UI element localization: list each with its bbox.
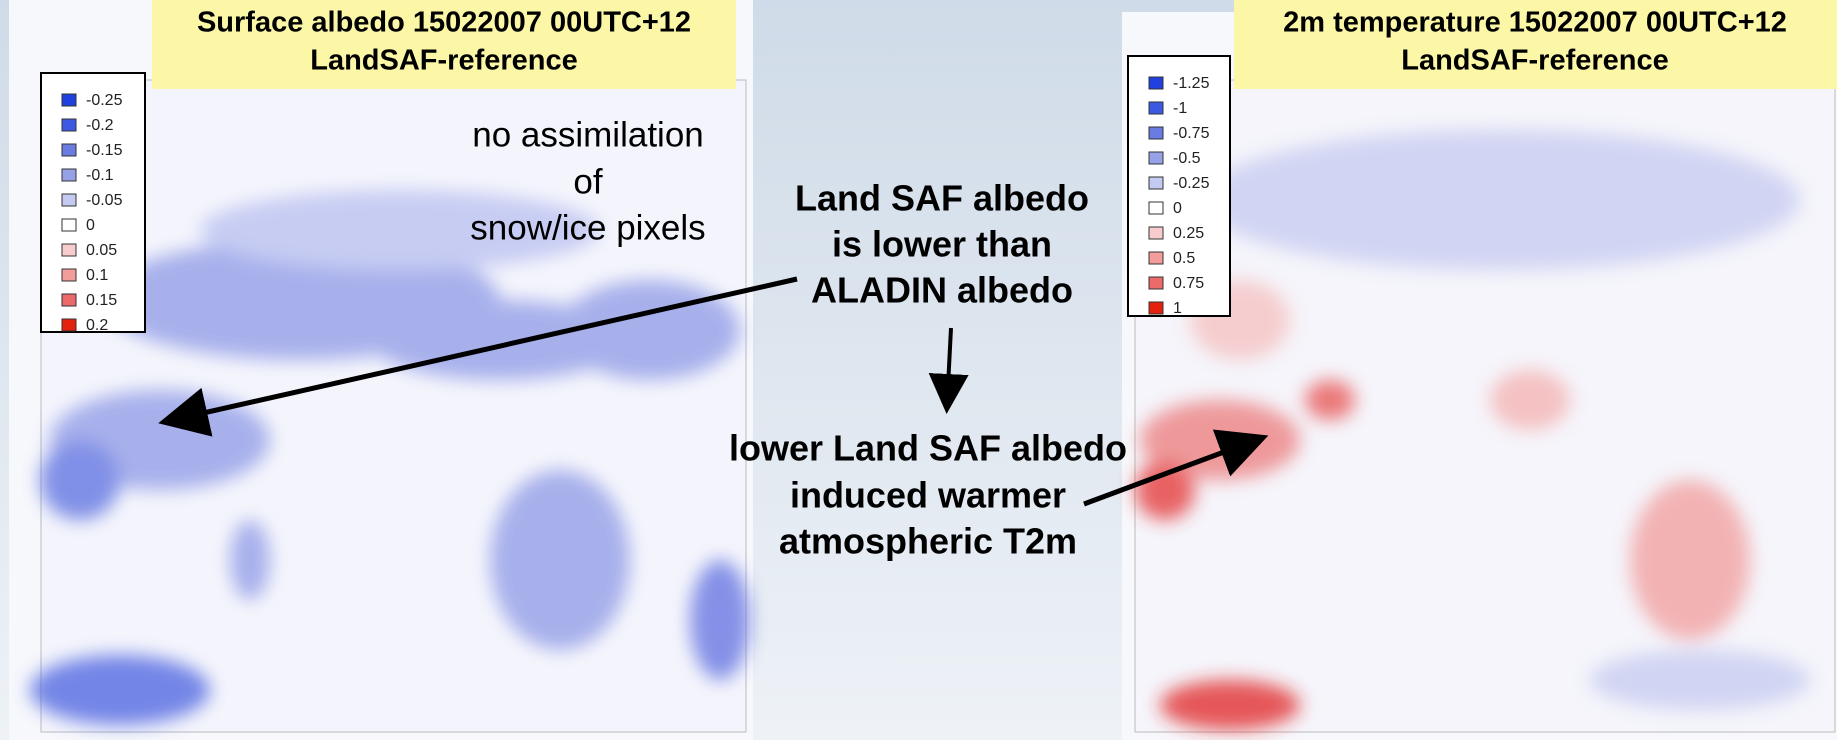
note: of bbox=[573, 162, 602, 201]
legend-swatch bbox=[62, 94, 76, 106]
legend-label: -0.5 bbox=[1173, 150, 1201, 167]
legend-swatch bbox=[1149, 227, 1163, 239]
legend-label: 0 bbox=[86, 217, 95, 234]
legend-label: 0.15 bbox=[86, 292, 117, 309]
annotation: Land SAF albedo bbox=[795, 178, 1089, 219]
legend-swatch bbox=[1149, 277, 1163, 289]
legend-label: -0.25 bbox=[86, 92, 123, 109]
legend-swatch bbox=[1149, 177, 1163, 189]
note: no assimilation bbox=[472, 115, 704, 154]
page: {"left_panel": {"title": ["Surface albed… bbox=[0, 0, 1837, 740]
legend-swatch bbox=[1149, 152, 1163, 164]
legend-label: -0.2 bbox=[86, 117, 114, 134]
left-title: Surface albedo 15022007 00UTC+12 bbox=[197, 7, 691, 39]
body: Surface albedo 15022007 00UTC+12 LandSAF… bbox=[0, 0, 1837, 740]
annotation: is lower than bbox=[832, 224, 1052, 265]
slide: Surface albedo 15022007 00UTC+12 LandSAF… bbox=[0, 0, 1837, 740]
annotation: atmospheric T2m bbox=[779, 521, 1077, 562]
legend-label: 0.2 bbox=[86, 317, 108, 334]
legend-swatch bbox=[1149, 302, 1163, 314]
legend-label: 1 bbox=[1173, 300, 1182, 317]
legend-swatch bbox=[62, 194, 76, 206]
annotation: induced warmer bbox=[790, 475, 1066, 516]
legend-label: -0.75 bbox=[1173, 125, 1210, 142]
legend-swatch bbox=[1149, 127, 1163, 139]
legend-label: 0.25 bbox=[1173, 225, 1204, 242]
legend-label: 0.5 bbox=[1173, 250, 1195, 267]
annotation: lower Land SAF albedo bbox=[729, 428, 1127, 469]
legend-label: -0.15 bbox=[86, 142, 123, 159]
right-title: 2m temperature 15022007 00UTC+12 bbox=[1283, 7, 1787, 39]
legend-label: 0 bbox=[1173, 200, 1182, 217]
legend-label: 0.1 bbox=[86, 267, 108, 284]
legend-swatch bbox=[62, 319, 76, 331]
legend-swatch bbox=[1149, 102, 1163, 114]
note: snow/ice pixels bbox=[470, 208, 705, 247]
legend-swatch bbox=[62, 219, 76, 231]
legend-label: -1.25 bbox=[1173, 75, 1210, 92]
legend-label: -1 bbox=[1173, 100, 1187, 117]
legend-swatch bbox=[62, 244, 76, 256]
legend-swatch bbox=[62, 269, 76, 281]
legend-swatch bbox=[62, 144, 76, 156]
legend-swatch bbox=[62, 169, 76, 181]
legend-label: 0.75 bbox=[1173, 275, 1204, 292]
legend-swatch bbox=[62, 119, 76, 131]
legend-label: -0.25 bbox=[1173, 175, 1210, 192]
right-title: LandSAF-reference bbox=[1401, 45, 1669, 77]
legend-label: -0.05 bbox=[86, 192, 123, 209]
legend-label: 0.05 bbox=[86, 242, 117, 259]
legend-swatch bbox=[62, 294, 76, 306]
legend-label: -0.1 bbox=[86, 167, 114, 184]
left-title: LandSAF-reference bbox=[310, 45, 578, 77]
legend-swatch bbox=[1149, 202, 1163, 214]
legend-swatch bbox=[1149, 252, 1163, 264]
legend-swatch bbox=[1149, 77, 1163, 89]
annotation: ALADIN albedo bbox=[811, 270, 1073, 311]
